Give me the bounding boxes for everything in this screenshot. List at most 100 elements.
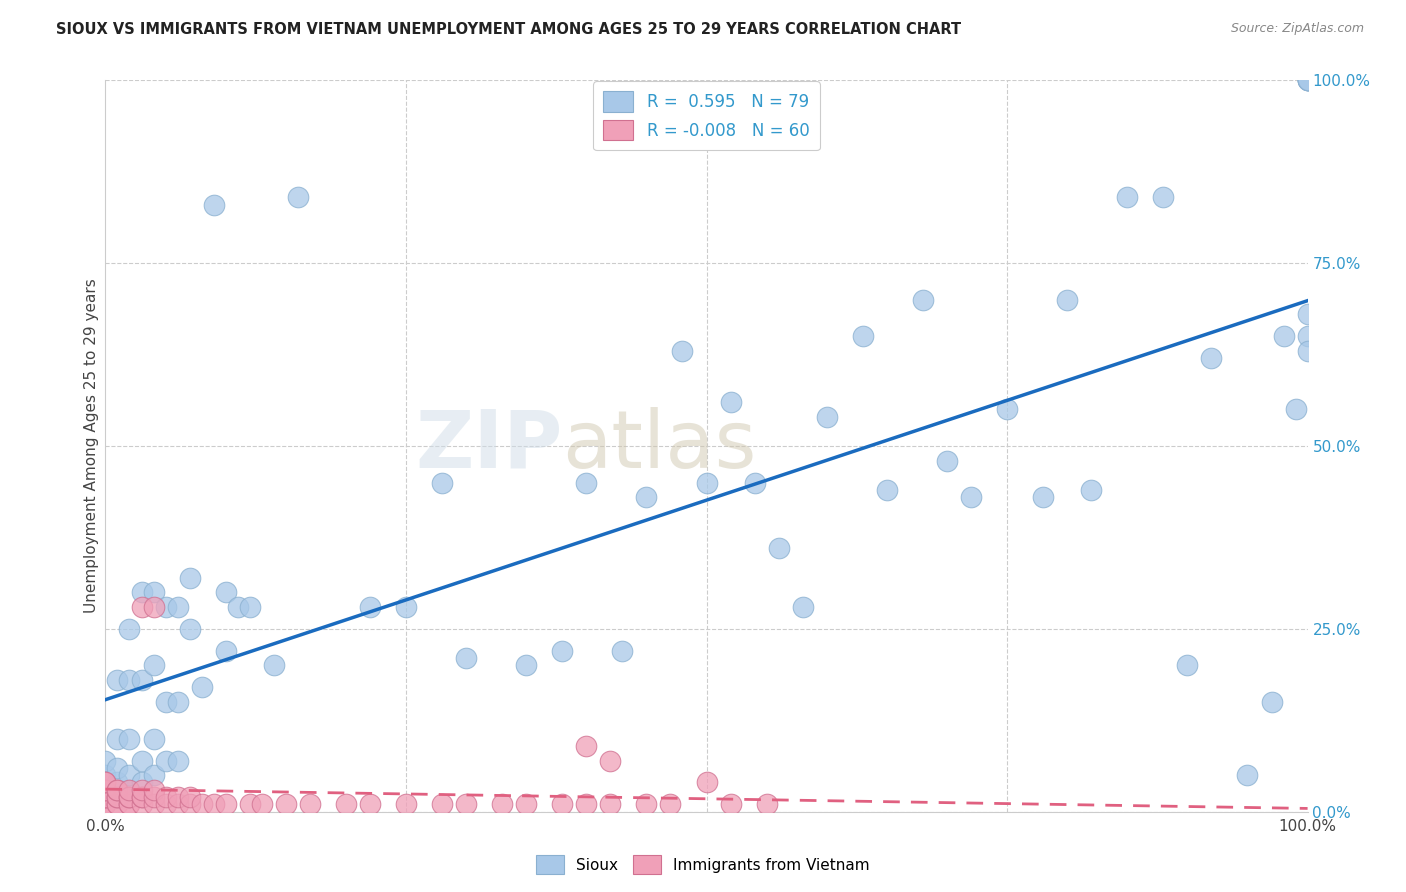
Point — [1236, 768, 1258, 782]
Y-axis label: Unemployment Among Ages 25 to 29 years: Unemployment Among Ages 25 to 29 years — [83, 278, 98, 614]
Point — [1296, 73, 1319, 87]
Point — [142, 658, 165, 673]
Point — [575, 797, 598, 812]
Point — [226, 599, 249, 614]
Point — [575, 739, 598, 753]
Point — [599, 797, 621, 812]
Point — [94, 775, 117, 789]
Point — [166, 754, 188, 768]
Point — [551, 797, 574, 812]
Point — [94, 797, 117, 812]
Point — [1296, 73, 1319, 87]
Point — [94, 782, 117, 797]
Point — [696, 775, 718, 789]
Legend: R =  0.595   N = 79, R = -0.008   N = 60: R = 0.595 N = 79, R = -0.008 N = 60 — [593, 81, 820, 150]
Point — [107, 782, 129, 797]
Point — [755, 797, 778, 812]
Point — [190, 681, 212, 695]
Text: ZIP: ZIP — [415, 407, 562, 485]
Point — [720, 395, 742, 409]
Point — [454, 651, 477, 665]
Point — [118, 797, 141, 812]
Point — [1272, 329, 1295, 343]
Point — [454, 797, 477, 812]
Point — [335, 797, 357, 812]
Point — [1296, 307, 1319, 321]
Point — [250, 797, 273, 812]
Point — [792, 599, 814, 614]
Point — [94, 768, 117, 782]
Point — [359, 797, 381, 812]
Point — [911, 293, 934, 307]
Point — [179, 571, 201, 585]
Point — [1152, 190, 1174, 204]
Point — [142, 599, 165, 614]
Point — [118, 782, 141, 797]
Point — [142, 782, 165, 797]
Point — [1296, 73, 1319, 87]
Point — [131, 790, 153, 805]
Point — [659, 797, 682, 812]
Point — [190, 797, 212, 812]
Point — [94, 790, 117, 805]
Point — [960, 490, 983, 504]
Point — [155, 599, 177, 614]
Point — [94, 797, 117, 812]
Point — [936, 453, 959, 467]
Point — [166, 797, 188, 812]
Point — [155, 754, 177, 768]
Point — [1032, 490, 1054, 504]
Point — [131, 782, 153, 797]
Point — [179, 622, 201, 636]
Point — [575, 475, 598, 490]
Point — [696, 475, 718, 490]
Text: SIOUX VS IMMIGRANTS FROM VIETNAM UNEMPLOYMENT AMONG AGES 25 TO 29 YEARS CORRELAT: SIOUX VS IMMIGRANTS FROM VIETNAM UNEMPLO… — [56, 22, 962, 37]
Point — [179, 790, 201, 805]
Point — [94, 790, 117, 805]
Point — [852, 329, 875, 343]
Point — [107, 797, 129, 812]
Point — [142, 731, 165, 746]
Point — [671, 343, 693, 358]
Point — [599, 754, 621, 768]
Point — [636, 490, 658, 504]
Point — [107, 797, 129, 812]
Point — [107, 790, 129, 805]
Point — [118, 797, 141, 812]
Point — [1080, 483, 1102, 497]
Point — [155, 797, 177, 812]
Point — [118, 790, 141, 805]
Point — [876, 483, 898, 497]
Point — [214, 644, 236, 658]
Point — [239, 797, 262, 812]
Point — [263, 658, 285, 673]
Point — [214, 585, 236, 599]
Point — [107, 782, 129, 797]
Point — [131, 673, 153, 687]
Point — [768, 541, 790, 556]
Point — [287, 190, 309, 204]
Point — [395, 599, 418, 614]
Point — [107, 673, 129, 687]
Point — [155, 790, 177, 805]
Point — [202, 797, 225, 812]
Point — [1296, 343, 1319, 358]
Point — [131, 790, 153, 805]
Point — [430, 475, 453, 490]
Point — [131, 585, 153, 599]
Point — [1056, 293, 1078, 307]
Point — [142, 797, 165, 812]
Point — [551, 644, 574, 658]
Point — [636, 797, 658, 812]
Text: atlas: atlas — [562, 407, 756, 485]
Point — [131, 599, 153, 614]
Point — [720, 797, 742, 812]
Point — [166, 790, 188, 805]
Point — [214, 797, 236, 812]
Point — [94, 797, 117, 812]
Point — [118, 790, 141, 805]
Point — [166, 599, 188, 614]
Point — [395, 797, 418, 812]
Point — [359, 599, 381, 614]
Point — [612, 644, 634, 658]
